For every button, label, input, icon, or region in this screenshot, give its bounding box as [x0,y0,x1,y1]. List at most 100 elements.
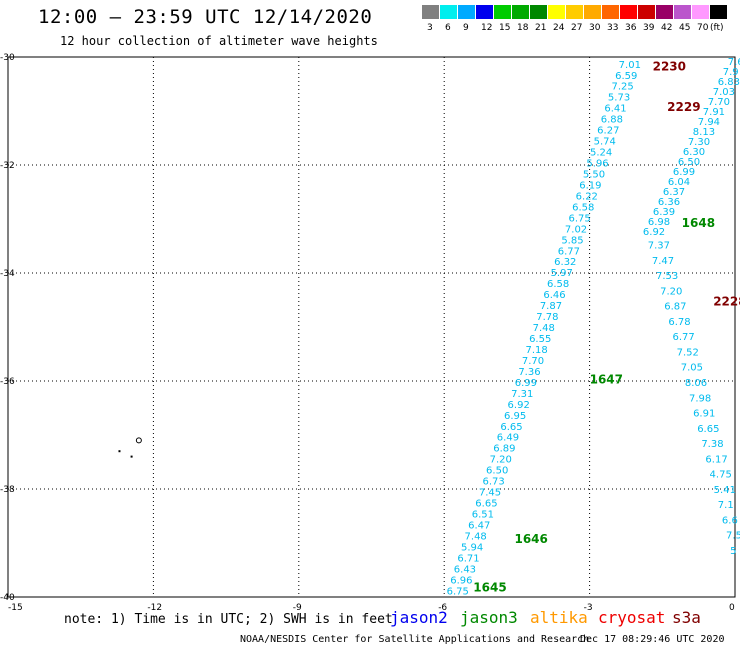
swh-value: 6.39 [653,207,675,218]
swh-value: 6.51 [472,510,494,521]
swh-value: 5 [730,546,736,557]
colorbar-swatch [458,5,475,19]
colorbar-label: 18 [517,23,529,33]
swh-value: 6.99 [515,378,537,389]
colorbar-swatch [656,5,673,19]
swh-value: 5.85 [561,235,583,246]
pass-time-label: 2228 [713,294,740,308]
lat-tick-label: -38 [0,485,15,495]
island-dot [130,455,133,458]
swh-value: 5.73 [608,93,630,104]
pass-time-label: 1646 [514,532,547,546]
swh-value: 6.22 [576,191,598,202]
swh-value: 6.50 [486,466,508,477]
swh-value: 7.6 [728,57,740,68]
swh-value: 6.41 [604,104,626,115]
swh-value: 7.94 [698,117,720,128]
swh-value: 5.41 [714,485,736,496]
swh-value: 6.92 [643,227,665,238]
swh-value: 6.50 [678,157,700,168]
colorbar-swatch [584,5,601,19]
swh-value: 6.6 [722,515,738,526]
lon-tick-label: -6 [438,603,447,613]
swh-value: 7.37 [648,241,670,252]
footer-credit: NOAA/NESDIS Center for Satellite Applica… [240,634,590,645]
colorbar-label: 33 [607,23,619,33]
footer-timestamp: Dec 17 08:29:46 UTC 2020 [580,634,725,645]
lat-tick-label: -32 [0,161,15,171]
swh-value: 7.30 [688,137,710,148]
colorbar-swatch [638,5,655,19]
swh-value: 6.65 [500,422,522,433]
swh-value: 5.97 [551,268,573,279]
swh-value: 6.75 [568,213,590,224]
swh-value: 6.78 [668,317,690,328]
colorbar-swatch [476,5,493,19]
swh-value: 6.65 [697,424,719,435]
swh-value: 7.02 [565,224,587,235]
colorbar-label: 3 [427,23,433,33]
swh-value: 6.55 [529,334,551,345]
swh-value: 6.77 [672,332,694,343]
colorbar-label: 27 [571,23,583,33]
legend-jason2: jason2 [390,608,448,627]
swh-value: 6.59 [615,71,637,82]
swh-value: 6.19 [579,180,601,191]
swh-value: 6.49 [497,433,519,444]
swh-value: 7.70 [708,97,730,108]
swh-value: 7.5 [726,531,740,542]
legend-jason3: jason3 [460,608,518,627]
swh-value: 6.30 [683,147,705,158]
colorbar-swatch [566,5,583,19]
swh-value: 6.04 [668,177,690,188]
swh-value: 6.87 [664,302,686,313]
swh-value: 7.36 [518,367,540,378]
swh-value: 7.52 [677,347,699,358]
swh-value: 6.73 [482,477,504,488]
pass-time-label: 2229 [667,100,700,114]
swh-value: 7.03 [713,87,735,98]
swh-value: 6.71 [457,553,479,564]
colorbar-swatch [674,5,691,19]
swh-value: 7.20 [490,455,512,466]
swh-value: 7.25 [612,82,634,93]
lon-tick-label: -12 [147,603,162,613]
pass-time-label: 2230 [653,60,686,74]
swh-value: 5.24 [590,148,612,159]
swh-value: 7.53 [656,271,678,282]
swh-value: 6.95 [504,411,526,422]
swh-value: 6.92 [508,400,530,411]
colorbar-swatch [548,5,565,19]
map-subtitle: 12 hour collection of altimeter wave hei… [60,34,378,48]
lon-tick-label: -15 [8,603,23,613]
lon-tick-label: -3 [584,603,593,613]
swh-value: 7.20 [660,286,682,297]
map-frame [7,56,736,598]
swh-value: 7.05 [681,363,703,374]
colorbar-label: 24 [553,23,565,33]
swh-value: 6.46 [543,290,565,301]
swh-value: 7.01 [619,60,641,71]
swh-value: 6.99 [673,167,695,178]
swh-value: 5.96 [586,159,608,170]
swh-value: 5.94 [461,542,483,553]
swh-value: 6.32 [554,257,576,268]
swh-value: 6.47 [468,520,490,531]
swh-value: 7.45 [479,488,501,499]
swh-value: 6.96 [450,575,472,586]
swh-value: 6.98 [648,217,670,228]
swh-value: 5.50 [583,169,605,180]
swh-value: 7.38 [701,439,723,450]
colorbar-label: 15 [499,23,511,33]
colorbar-label: (ft) [710,23,724,33]
swh-value: 7.18 [525,345,547,356]
legend-cryosat: cryosat [598,608,666,627]
swh-value: 6.91 [693,409,715,420]
pass-time-label: 1648 [682,216,715,230]
colorbar-swatch [422,5,439,19]
island-outline [135,437,142,444]
pass-time-label: 1645 [473,581,506,595]
swh-value: 7.9 [723,67,739,78]
swh-value: 4.75 [710,470,732,481]
